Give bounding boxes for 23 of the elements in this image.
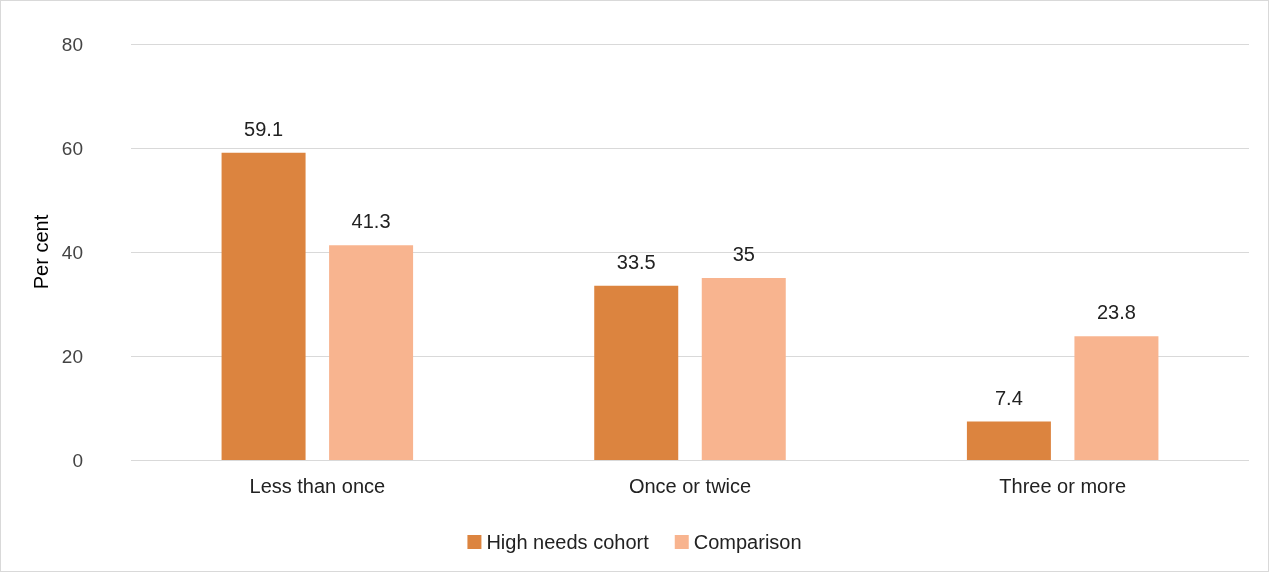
y-axis-title: Per cent [29, 214, 52, 290]
data-label: 33.5 [616, 250, 656, 273]
bar [966, 421, 1051, 460]
legend-label: Comparison [693, 531, 802, 553]
x-tick-label: Less than once [249, 475, 386, 497]
y-tick-label: 20 [61, 345, 83, 367]
data-label: 35 [732, 243, 755, 265]
y-tick-label: 60 [61, 137, 83, 159]
legend-label: High needs cohort [486, 531, 650, 553]
data-label: 23.8 [1096, 301, 1136, 324]
bar [329, 245, 414, 460]
bar [594, 285, 679, 460]
data-label: 41.3 [351, 210, 391, 233]
data-label: 7.4 [995, 386, 1023, 409]
y-tick-label: 40 [61, 241, 83, 263]
y-tick-label: 0 [72, 449, 83, 471]
bar [701, 278, 786, 460]
y-tick-label: 80 [61, 33, 83, 55]
bar [221, 152, 306, 460]
data-label: 59.1 [244, 117, 284, 140]
x-tick-label: Three or more [999, 475, 1127, 497]
bar [1074, 336, 1159, 460]
x-tick-label: Once or twice [628, 475, 752, 497]
